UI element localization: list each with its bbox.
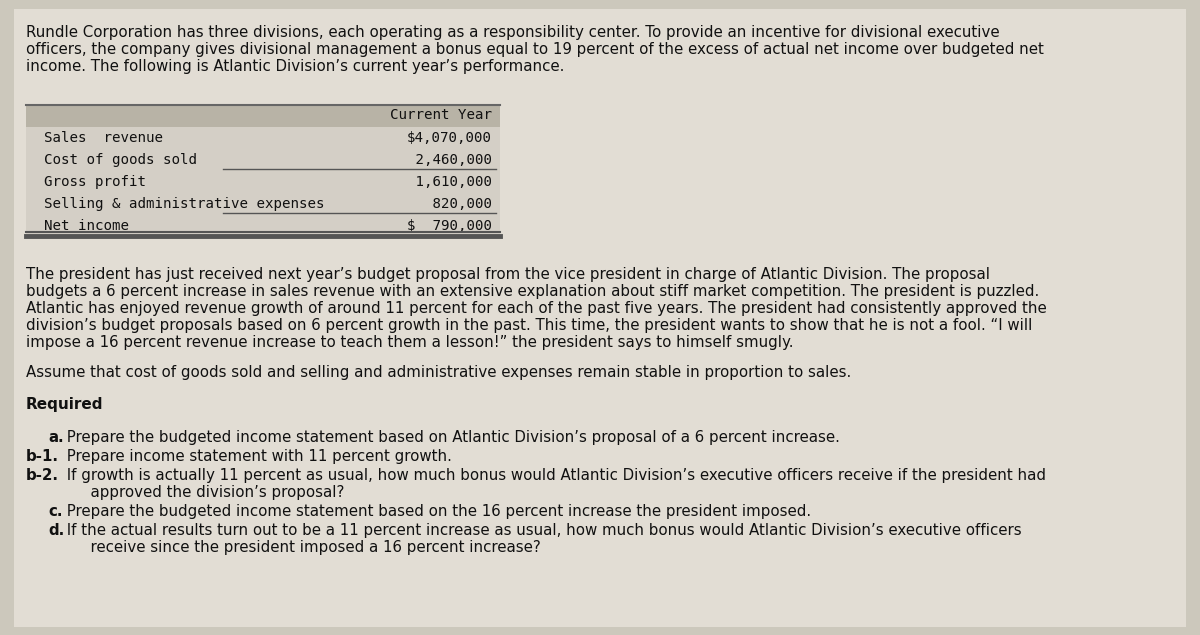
Text: Rundle Corporation has three divisions, each operating as a responsibility cente: Rundle Corporation has three divisions, …: [26, 25, 1000, 40]
Text: Selling & administrative expenses: Selling & administrative expenses: [44, 197, 324, 211]
Text: Assume that cost of goods sold and selling and administrative expenses remain st: Assume that cost of goods sold and selli…: [26, 365, 851, 380]
Text: d.: d.: [48, 523, 65, 538]
Text: Prepare income statement with 11 percent growth.: Prepare income statement with 11 percent…: [62, 449, 452, 464]
Text: division’s budget proposals based on 6 percent growth in the past. This time, th: division’s budget proposals based on 6 p…: [26, 318, 1032, 333]
Text: receive since the president imposed a 16 percent increase?: receive since the president imposed a 16…: [62, 540, 541, 555]
Text: officers, the company gives divisional management a bonus equal to 19 percent of: officers, the company gives divisional m…: [26, 42, 1044, 57]
Text: c.: c.: [48, 504, 62, 519]
Text: income. The following is Atlantic Division’s current year’s performance.: income. The following is Atlantic Divisi…: [26, 59, 564, 74]
FancyBboxPatch shape: [14, 9, 1186, 627]
Text: If growth is actually 11 percent as usual, how much bonus would Atlantic Divisio: If growth is actually 11 percent as usua…: [62, 468, 1046, 483]
Text: Sales  revenue: Sales revenue: [44, 131, 163, 145]
Text: 2,460,000: 2,460,000: [407, 153, 492, 167]
Text: Current Year: Current Year: [390, 108, 492, 122]
Text: Gross profit: Gross profit: [44, 175, 146, 189]
Text: 1,610,000: 1,610,000: [407, 175, 492, 189]
Text: Prepare the budgeted income statement based on Atlantic Division’s proposal of a: Prepare the budgeted income statement ba…: [62, 430, 840, 445]
Text: approved the division’s proposal?: approved the division’s proposal?: [62, 485, 344, 500]
Text: $4,070,000: $4,070,000: [407, 131, 492, 145]
Text: Cost of goods sold: Cost of goods sold: [44, 153, 197, 167]
Text: Prepare the budgeted income statement based on the 16 percent increase the presi: Prepare the budgeted income statement ba…: [62, 504, 811, 519]
Text: Net income: Net income: [44, 219, 130, 233]
Text: b-2.: b-2.: [26, 468, 59, 483]
Text: The president has just received next year’s budget proposal from the vice presid: The president has just received next yea…: [26, 267, 990, 282]
FancyBboxPatch shape: [26, 105, 500, 127]
FancyBboxPatch shape: [26, 127, 500, 237]
Text: impose a 16 percent revenue increase to teach them a lesson!” the president says: impose a 16 percent revenue increase to …: [26, 335, 793, 350]
Text: b-1.: b-1.: [26, 449, 59, 464]
Text: a.: a.: [48, 430, 64, 445]
Text: 820,000: 820,000: [407, 197, 492, 211]
Text: Required: Required: [26, 397, 103, 412]
Text: $  790,000: $ 790,000: [407, 219, 492, 233]
Text: budgets a 6 percent increase in sales revenue with an extensive explanation abou: budgets a 6 percent increase in sales re…: [26, 284, 1039, 299]
Text: Atlantic has enjoyed revenue growth of around 11 percent for each of the past fi: Atlantic has enjoyed revenue growth of a…: [26, 301, 1046, 316]
Text: If the actual results turn out to be a 11 percent increase as usual, how much bo: If the actual results turn out to be a 1…: [62, 523, 1021, 538]
